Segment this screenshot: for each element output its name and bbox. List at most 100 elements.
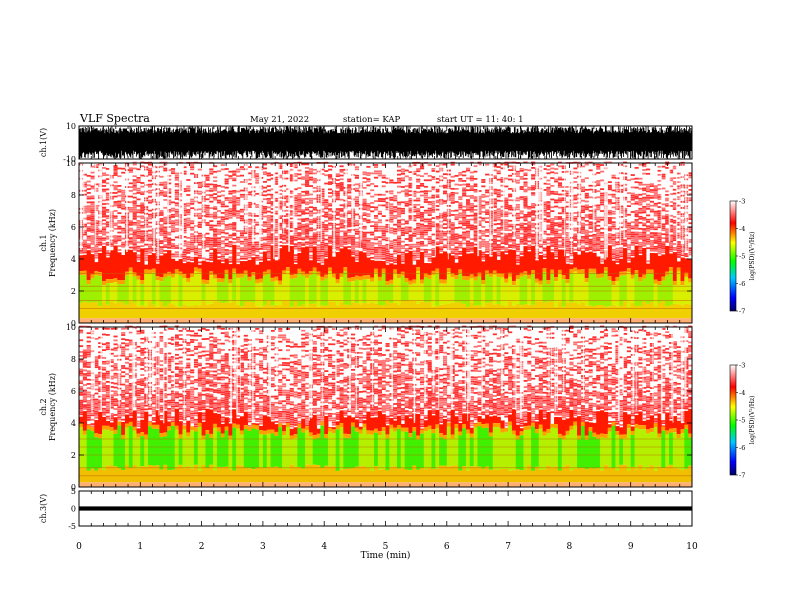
spectro-cell [554,247,559,250]
spectro-cell [377,200,382,202]
spectro-cell [603,306,609,319]
spectro-cell [485,201,490,204]
spectro-cell [305,228,310,231]
spectro-cell [511,241,517,243]
spectro-cell [159,246,164,249]
spectro-cell [492,318,498,323]
spectro-cell [320,243,325,246]
spectro-cell [381,200,386,203]
spectro-cell [259,243,264,246]
spectro-cell [458,180,463,182]
spectro-cell [527,186,532,189]
spectro-cell [603,267,609,272]
spectro-cell [642,169,647,171]
spectro-cell [178,237,183,239]
spectro-cell [500,219,505,222]
spectro-cell [113,238,118,241]
spectro-cell [435,201,440,204]
spectro-cell [243,242,248,245]
spectro-cell [427,190,432,193]
spectro-cell [224,217,229,220]
spectro-cell [339,277,344,303]
spectro-cell [519,256,524,273]
spectro-cell [584,214,589,216]
spectro-cell [561,165,566,168]
spectro-cell [305,194,310,197]
spectro-cell [101,179,107,182]
spectro-cell [561,225,566,228]
spectro-cell [619,207,624,210]
spectro-cell [684,253,689,255]
spectro-cell [492,223,497,226]
spectro-cell [508,318,513,323]
spectro-cell [128,210,133,213]
spectro-cell [239,232,245,235]
spectro-cell [408,280,413,285]
spectro-cell [561,227,566,230]
spectro-cell [216,228,222,231]
spectro-cell [450,179,455,182]
spectro-cell [197,232,202,235]
spectro-cell [615,190,620,193]
spectro-cell [236,190,241,193]
spectro-cell [285,224,291,226]
spectro-cell [136,235,141,237]
spectro-cell [262,238,268,241]
spectro-cell [243,253,248,256]
spectro-cell [408,284,413,301]
spectro-cell [653,232,658,235]
spectro-cell [255,221,260,224]
spectro-cell [465,232,471,235]
spectro-cell [477,229,482,232]
spectro-cell [669,169,674,172]
spectro-cell [619,236,624,239]
spectro-cell [508,193,513,196]
spectro-cell [205,284,210,305]
spectro-cell [446,195,451,197]
spectro-cell [186,189,191,192]
spectro-cell [285,233,291,235]
spectro-cell [339,169,344,171]
spectro-cell [94,209,99,212]
spectro-cell [224,182,229,185]
spectro-cell [442,217,448,220]
spectro-cell [305,230,310,233]
spectro-cell [239,217,245,220]
spectro-cell [182,222,187,225]
spectro-cell [236,214,241,217]
spectro-cell [531,193,536,196]
spectro-cell [370,202,375,204]
spectro-cell [469,238,474,241]
spectro-cell [396,213,402,216]
spectro-cell [205,241,210,244]
spectro-cell [642,301,647,319]
spectro-cell [186,179,191,181]
spectro-cell [657,244,662,247]
spectro-cell [550,198,555,201]
spectro-cell [481,196,486,198]
spectro-cell [109,283,114,302]
spectro-cell [458,256,463,270]
spectro-cell [408,171,413,174]
spectro-cell [504,278,509,283]
spectro-cell [347,223,352,226]
spectro-cell [182,227,187,230]
spectro-cell [431,221,436,224]
spectro-cell [205,189,210,192]
spectro-cell [289,190,294,193]
spectro-cell [588,227,593,229]
spectro-cell [661,276,666,281]
spectro-cell [523,223,528,225]
spectro-cell [619,211,624,214]
spectro-cell [232,204,237,207]
spectro-cell [492,242,497,245]
spectro-cell [339,213,344,216]
spectro-cell [262,242,268,245]
spectro-cell [669,171,674,174]
spectro-cell [442,163,448,166]
spectro-cell [389,181,394,184]
spectro-cell [132,233,137,236]
spectro-cell [626,252,631,255]
spectro-cell [86,184,91,187]
spectro-cell [228,208,233,210]
